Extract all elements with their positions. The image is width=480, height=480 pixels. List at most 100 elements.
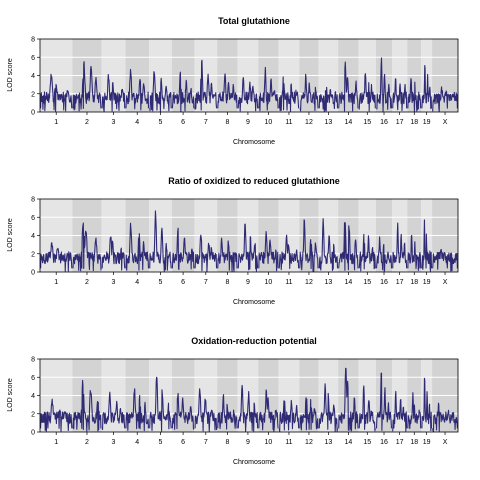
x-tick-label: 6	[181, 119, 185, 126]
lod-trace-chromosome-4	[125, 388, 150, 432]
x-tick-label: 6	[181, 279, 185, 286]
x-tick-label: 9	[246, 119, 250, 126]
lod-trace-chromosome-17	[392, 78, 408, 112]
x-tick-label: 3	[111, 439, 115, 446]
x-axis-label: Chromosome	[233, 299, 275, 306]
x-tick-label: 14	[344, 119, 352, 126]
x-axis-label: Chromosome	[233, 139, 275, 146]
x-tick-label: 1	[54, 439, 58, 446]
lod-trace-chromosome-16	[376, 57, 393, 112]
x-tick-label: 9	[246, 279, 250, 286]
lod-trace-chromosome-6	[171, 392, 195, 430]
lod-trace-chromosome-2	[72, 379, 102, 432]
chart-title: Total glutathione	[218, 16, 290, 26]
lod-trace-chromosome-12	[299, 73, 319, 112]
y-tick-label: 4	[31, 233, 35, 240]
lod-trace-chromosome-3	[101, 236, 126, 271]
x-tick-label: 7	[204, 439, 208, 446]
x-tick-label: 14	[344, 439, 352, 446]
x-axis-ticks: 1 2 3 4 5 6 7 8 9 10 11 12 13 14 15 16 17 18 19 X	[54, 432, 448, 446]
lod-trace-chromosome-1	[40, 73, 73, 112]
x-tick-label: 16	[380, 119, 388, 126]
x-tick-label: X	[443, 119, 448, 126]
y-axis-ticks: 0 2 4 6 8	[31, 37, 40, 117]
x-tick-label: 4	[135, 439, 139, 446]
x-tick-label: 5	[158, 119, 162, 126]
lod-trace-chromosome-5	[149, 71, 172, 113]
lod-trace-chromosome-11	[278, 399, 300, 432]
lod-trace-chromosome-9	[237, 384, 259, 432]
chart-title: Oxidation-reduction potential	[191, 336, 317, 346]
x-tick-label: X	[443, 439, 448, 446]
x-tick-label: 17	[396, 119, 404, 126]
x-tick-label: 1	[54, 279, 58, 286]
y-axis-ticks: 0 2 4 6 8	[31, 357, 40, 437]
lod-trace-chromosome-1	[40, 398, 73, 432]
lod-trace-chromosome-6	[171, 71, 195, 113]
y-tick-label: 8	[31, 357, 35, 364]
lod-trace-chromosome-4	[125, 222, 150, 271]
lod-trace-chromosome-10	[258, 66, 279, 112]
x-axis-ticks: 1 2 3 4 5 6 7 8 9 10 11 12 13 14 15 16 17 18 19 X	[54, 272, 448, 286]
x-tick-label: 19	[423, 279, 431, 286]
lod-trace-chromosome-12	[299, 397, 319, 431]
lod-trace-chromosome-17	[392, 222, 408, 269]
y-tick-label: 8	[31, 37, 35, 44]
x-tick-label: 18	[410, 439, 418, 446]
lod-trace-chromosome-X	[432, 402, 458, 433]
lod-trace-chromosome-14	[338, 61, 359, 112]
x-tick-label: 17	[396, 279, 404, 286]
y-axis-label: LOD score	[7, 58, 14, 92]
lod-trace-chromosome-15	[358, 385, 376, 432]
x-tick-label: 15	[363, 439, 371, 446]
x-tick-label: 10	[265, 119, 273, 126]
lod-trace-chromosome-6	[171, 227, 195, 271]
lod-trace-chromosome-17	[392, 390, 408, 432]
x-axis-label: Chromosome	[233, 459, 275, 466]
x-tick-label: 1	[54, 119, 58, 126]
x-tick-label: 6	[181, 439, 185, 446]
lod-trace-chromosome-11	[278, 234, 300, 271]
lod-trace-chromosome-1	[40, 242, 73, 272]
lod-trace-chromosome-16	[375, 236, 393, 272]
x-tick-label: 7	[204, 279, 208, 286]
x-tick-label: 14	[344, 279, 352, 286]
y-axis-label: LOD score	[7, 218, 14, 252]
x-tick-label: 16	[380, 279, 388, 286]
x-tick-label: 2	[85, 439, 89, 446]
y-tick-label: 2	[31, 411, 35, 418]
lod-trace-chromosome-5	[149, 376, 172, 432]
lod-trace-chromosome-7	[194, 59, 218, 111]
lod-trace-chromosome-X	[432, 248, 458, 272]
x-tick-label: 3	[111, 279, 115, 286]
lod-trace-chromosome-4	[125, 68, 150, 111]
lod-trace-chromosome-7	[194, 234, 218, 273]
x-tick-label: 18	[410, 279, 418, 286]
x-tick-label: 17	[396, 439, 404, 446]
x-tick-label: 4	[135, 279, 139, 286]
lod-trace-chromosome-14	[338, 222, 359, 271]
lod-trace-chromosome-11	[278, 76, 300, 112]
y-tick-label: 4	[31, 73, 35, 80]
x-tick-label: 5	[158, 279, 162, 286]
y-tick-label: 6	[31, 215, 35, 222]
lod-trace-chromosome-18	[407, 234, 422, 272]
lod-trace-chromosome-3	[101, 391, 126, 431]
lod-trace-chromosome-19	[421, 377, 433, 432]
x-tick-label: 8	[225, 279, 229, 286]
y-tick-label: 2	[31, 251, 35, 258]
x-tick-label: 19	[423, 119, 431, 126]
y-tick-label: 8	[31, 197, 35, 204]
x-tick-label: 10	[265, 279, 273, 286]
x-tick-label: 10	[265, 439, 273, 446]
x-tick-label: 8	[225, 119, 229, 126]
lod-trace-chromosome-13	[318, 383, 339, 432]
x-tick-label: 4	[135, 119, 139, 126]
x-tick-label: 11	[285, 439, 292, 446]
x-tick-label: 12	[305, 439, 313, 446]
x-tick-label: 2	[85, 279, 89, 286]
x-tick-label: 13	[324, 279, 332, 286]
